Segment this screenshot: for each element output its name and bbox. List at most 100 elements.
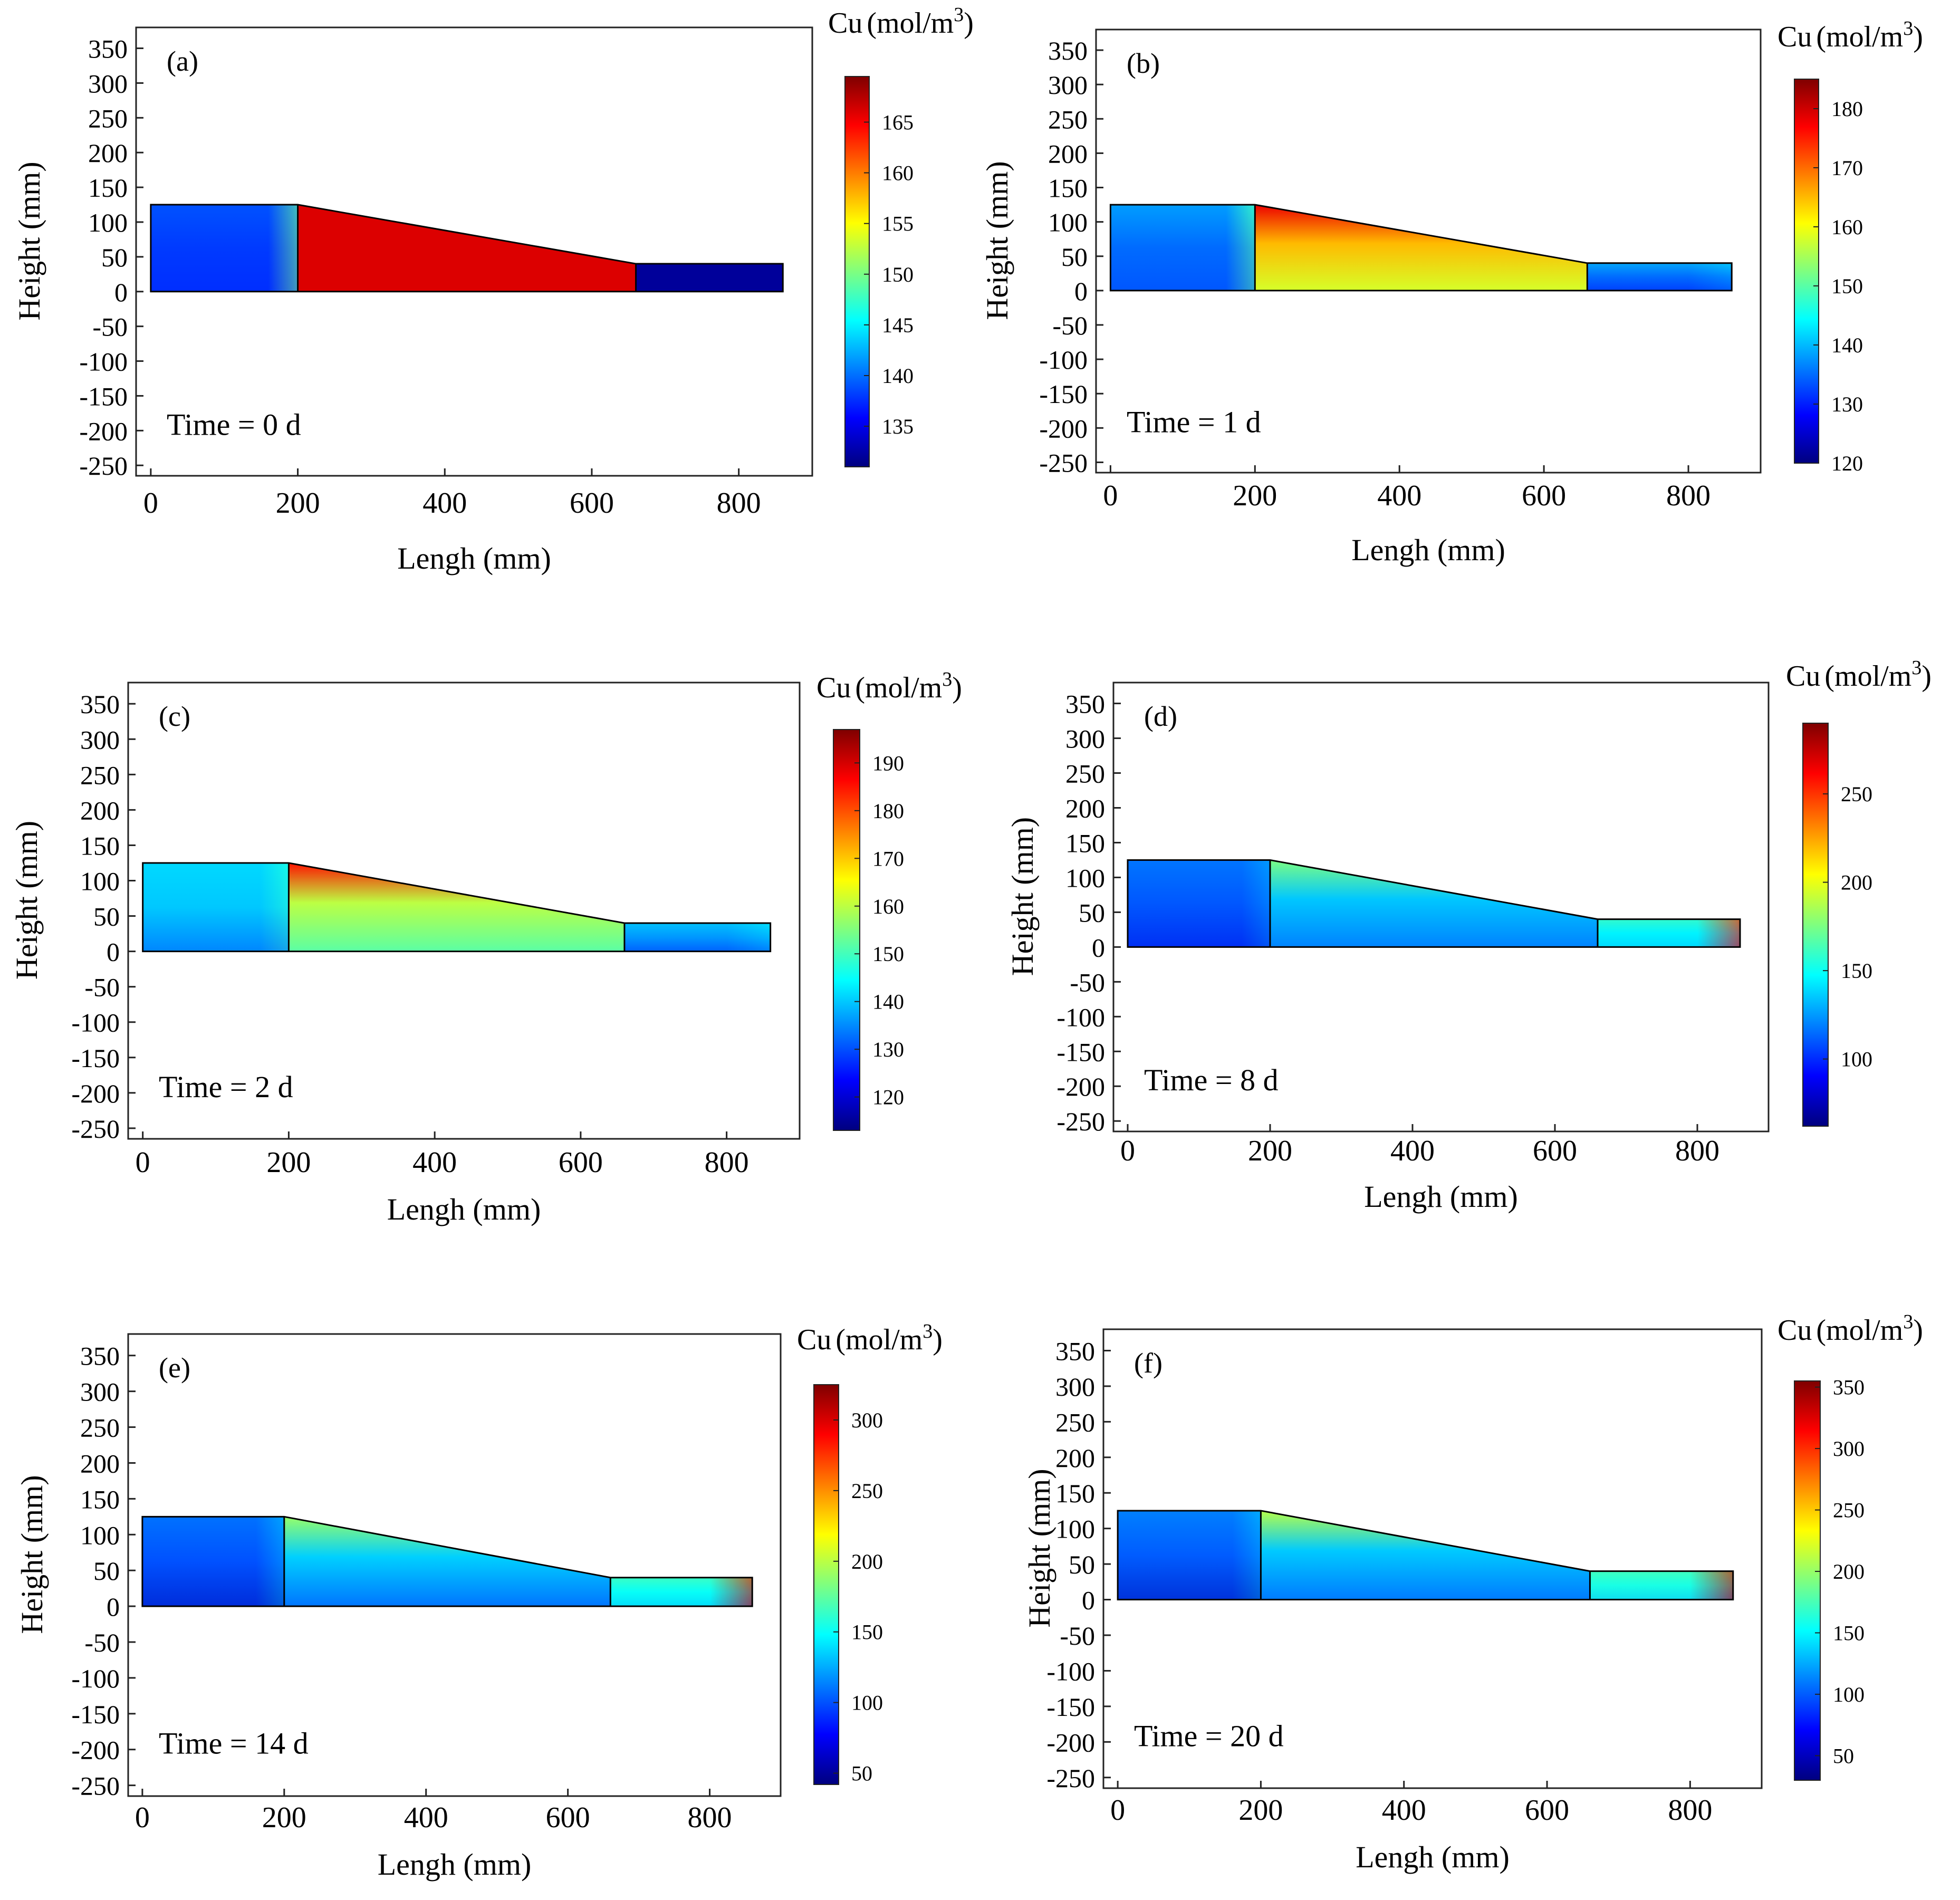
x-tick-label: 400 — [412, 1146, 457, 1179]
panel-label: (a) — [167, 45, 198, 77]
panel-c: 350 300 250 200 150 100 50 0 -50 -100 -150 -200 -250… — [9, 668, 962, 1226]
x-tick-label: 200 — [1233, 479, 1277, 512]
plot-frame — [127, 682, 801, 1140]
y-tick-label: -150 — [71, 1700, 120, 1729]
domain-right-overlay — [624, 923, 771, 952]
y-tick-label: 350 — [80, 1341, 120, 1371]
colorbar-tick-label: 160 — [872, 895, 904, 918]
x-tick-label: 200 — [266, 1146, 311, 1179]
y-tick-label: 0 — [107, 937, 120, 967]
time-label: Time = 14 d — [159, 1726, 309, 1761]
y-tick-label: 350 — [88, 34, 128, 64]
x-tick-label: 400 — [422, 487, 467, 520]
domain-left-overlay — [142, 862, 289, 952]
y-tick-label: 50 — [101, 243, 128, 272]
y-tick-label: -200 — [71, 1735, 120, 1765]
y-tick-label: -50 — [84, 1628, 120, 1657]
colorbar-tick-label: 135 — [882, 415, 914, 438]
domain-middle — [297, 205, 636, 292]
plot-frame — [135, 26, 813, 477]
y-tick-label: -100 — [71, 1664, 120, 1693]
colorbar-tick-label: 190 — [872, 751, 904, 775]
y-axis-label: Height (mm) — [12, 161, 46, 320]
y-tick-label: -150 — [1046, 1692, 1095, 1722]
y-tick-label: -100 — [1039, 345, 1088, 375]
time-label: Time = 1 d — [1127, 405, 1261, 439]
x-tick-label: 800 — [1675, 1135, 1719, 1167]
y-tick-label: -250 — [1046, 1763, 1095, 1793]
y-tick-label: -200 — [1039, 414, 1088, 443]
x-axis-label: Lengh (mm) — [378, 1847, 532, 1882]
domain-left-overlay — [1110, 205, 1255, 291]
y-tick-label: -150 — [1039, 379, 1088, 409]
y-tick-label: 200 — [80, 1448, 120, 1478]
x-axis-label: Lengh (mm) — [1351, 533, 1505, 567]
y-tick-label: 200 — [80, 795, 120, 825]
colorbar — [833, 729, 860, 1131]
y-tick-label: 200 — [88, 138, 128, 168]
panel-d: 350 300 250 200 150 100 50 0 -50 -100 -150 -200 -250… — [1005, 657, 1932, 1214]
colorbar-tick-label: 150 — [1831, 274, 1863, 298]
domain-middle — [1255, 205, 1588, 291]
y-tick-label: -50 — [1070, 967, 1105, 997]
colorbar-tick-label: 150 — [1841, 959, 1872, 983]
y-tick-label: 350 — [1048, 36, 1088, 65]
y-tick-label: 250 — [80, 1413, 120, 1443]
y-tick-label: 200 — [1055, 1443, 1095, 1473]
colorbar-tick-label: 300 — [851, 1408, 883, 1432]
colorbar-title: Cu (mol/m3) — [828, 4, 974, 40]
y-tick-label: 50 — [93, 1556, 120, 1586]
time-label: Time = 20 d — [1134, 1719, 1284, 1753]
y-tick-label: -200 — [71, 1079, 120, 1108]
x-tick-label: 600 — [546, 1801, 590, 1834]
y-tick-label: 300 — [80, 725, 120, 754]
x-axis-label: Lengh (mm) — [387, 1192, 541, 1226]
x-tick-label: 400 — [1390, 1135, 1435, 1167]
time-label: Time = 0 d — [167, 407, 301, 442]
colorbar-tick-label: 200 — [851, 1550, 883, 1573]
panel-e: 350 300 250 200 150 100 50 0 -50 -100 -150 -200 -250… — [15, 1320, 943, 1882]
x-tick-label: 600 — [570, 487, 614, 520]
domain-right-overlay — [1590, 1571, 1733, 1600]
y-tick-label: -200 — [1056, 1072, 1105, 1101]
y-tick-label: 350 — [1055, 1336, 1095, 1366]
domain-middle — [284, 1517, 611, 1607]
y-tick-label: 350 — [80, 689, 120, 719]
y-tick-label: -150 — [71, 1043, 120, 1073]
colorbar-tick-label: 100 — [851, 1691, 883, 1715]
y-tick-label: -150 — [79, 381, 128, 411]
colorbar-tick-label: 200 — [1833, 1560, 1865, 1584]
x-tick-label: 800 — [717, 487, 761, 520]
y-tick-label: 250 — [1065, 759, 1105, 789]
time-label: Time = 2 d — [159, 1070, 293, 1104]
colorbar-title: Cu (mol/m3) — [797, 1320, 943, 1356]
colorbar-title: Cu (mol/m3) — [1778, 1311, 1923, 1347]
panel-label: (d) — [1144, 700, 1177, 732]
colorbar-title: Cu (mol/m3) — [816, 668, 962, 704]
colorbar-tick-label: 100 — [1841, 1048, 1872, 1071]
x-tick-label: 600 — [1525, 1794, 1569, 1827]
panel-label: (e) — [159, 1352, 190, 1384]
colorbar — [844, 76, 870, 467]
y-axis-label: Height (mm) — [980, 161, 1014, 320]
colorbar-tick-label: 250 — [1833, 1499, 1865, 1522]
y-tick-label: 300 — [88, 69, 128, 98]
colorbar-tick-label: 160 — [1831, 215, 1863, 239]
y-tick-label: -50 — [1060, 1621, 1095, 1650]
colorbar-tick-label: 130 — [872, 1038, 904, 1061]
plot-frame — [1112, 682, 1770, 1133]
colorbar-title: Cu (mol/m3) — [1786, 657, 1932, 693]
y-tick-label: 100 — [1055, 1514, 1095, 1544]
x-tick-label: 200 — [1238, 1794, 1283, 1827]
x-tick-label: 0 — [143, 487, 158, 520]
y-tick-label: 250 — [1055, 1407, 1095, 1437]
colorbar-tick-label: 165 — [882, 110, 914, 134]
y-tick-label: 300 — [1048, 70, 1088, 100]
y-tick-label: 150 — [80, 831, 120, 860]
domain-right-overlay — [1587, 263, 1732, 291]
colorbar-tick-label: 120 — [872, 1086, 904, 1109]
colorbar-tick-label: 200 — [1841, 871, 1872, 895]
x-axis-label: Lengh (mm) — [1356, 1840, 1510, 1874]
panel-label: (f) — [1134, 1347, 1162, 1379]
